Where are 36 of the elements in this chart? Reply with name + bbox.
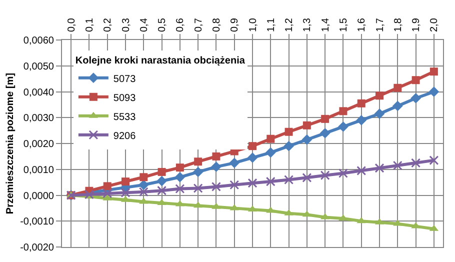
- x-tick-label: 0,4: [138, 18, 150, 32]
- x-tick-label: 0,3: [120, 18, 132, 32]
- x-tick-label: 0,6: [175, 18, 186, 32]
- y-tick-label: 0,0050: [23, 61, 54, 72]
- x-tick-label: 1,3: [302, 18, 314, 32]
- x-tick-label: 1,8: [392, 18, 404, 32]
- x-tick-label: 0,0: [66, 18, 78, 32]
- x-tick-label: 0,2: [102, 18, 114, 32]
- y-axis-title: Przemieszczenia poziome [m]: [5, 72, 16, 214]
- x-tick-label: 0,8: [211, 18, 222, 32]
- y-tick-label: 0,0030: [23, 113, 54, 124]
- x-tick-label: 1,6: [356, 18, 368, 32]
- y-tick-label: 0,0020: [23, 139, 54, 150]
- x-tick-label: 1,2: [284, 18, 296, 32]
- legend-label: 5093: [113, 92, 136, 104]
- legend-label: 5073: [113, 74, 136, 85]
- y-tick-label: -0,0010: [20, 216, 54, 228]
- x-tick-label: 1,4: [320, 18, 332, 32]
- x-tick-label: 1,1: [266, 18, 277, 32]
- y-tick-label: -0,0020: [20, 242, 54, 254]
- y-tick-label: 0,0060: [23, 36, 54, 46]
- y-tick-label: 0,0040: [23, 87, 54, 98]
- x-tick-label: 0,7: [193, 18, 204, 32]
- y-tick-label: 0,0010: [23, 164, 54, 176]
- x-tick-label: 1,0: [248, 18, 259, 32]
- x-tick-label: 1,7: [374, 18, 386, 32]
- x-tick-label: 0,9: [230, 18, 241, 32]
- legend-title: Kolejne kroki narastania obciążenia: [75, 55, 246, 66]
- x-tick-label: 0,5: [157, 18, 168, 32]
- x-tick-label: 0,1: [84, 18, 96, 32]
- x-tick-label: 1,5: [338, 18, 350, 32]
- legend-label: 5533: [113, 112, 136, 123]
- legend-label: 9206: [113, 130, 136, 142]
- y-tick-label: 0,0000: [23, 190, 54, 202]
- x-tick-label: 2,0: [429, 18, 440, 32]
- x-tick-label: 1,9: [411, 18, 422, 32]
